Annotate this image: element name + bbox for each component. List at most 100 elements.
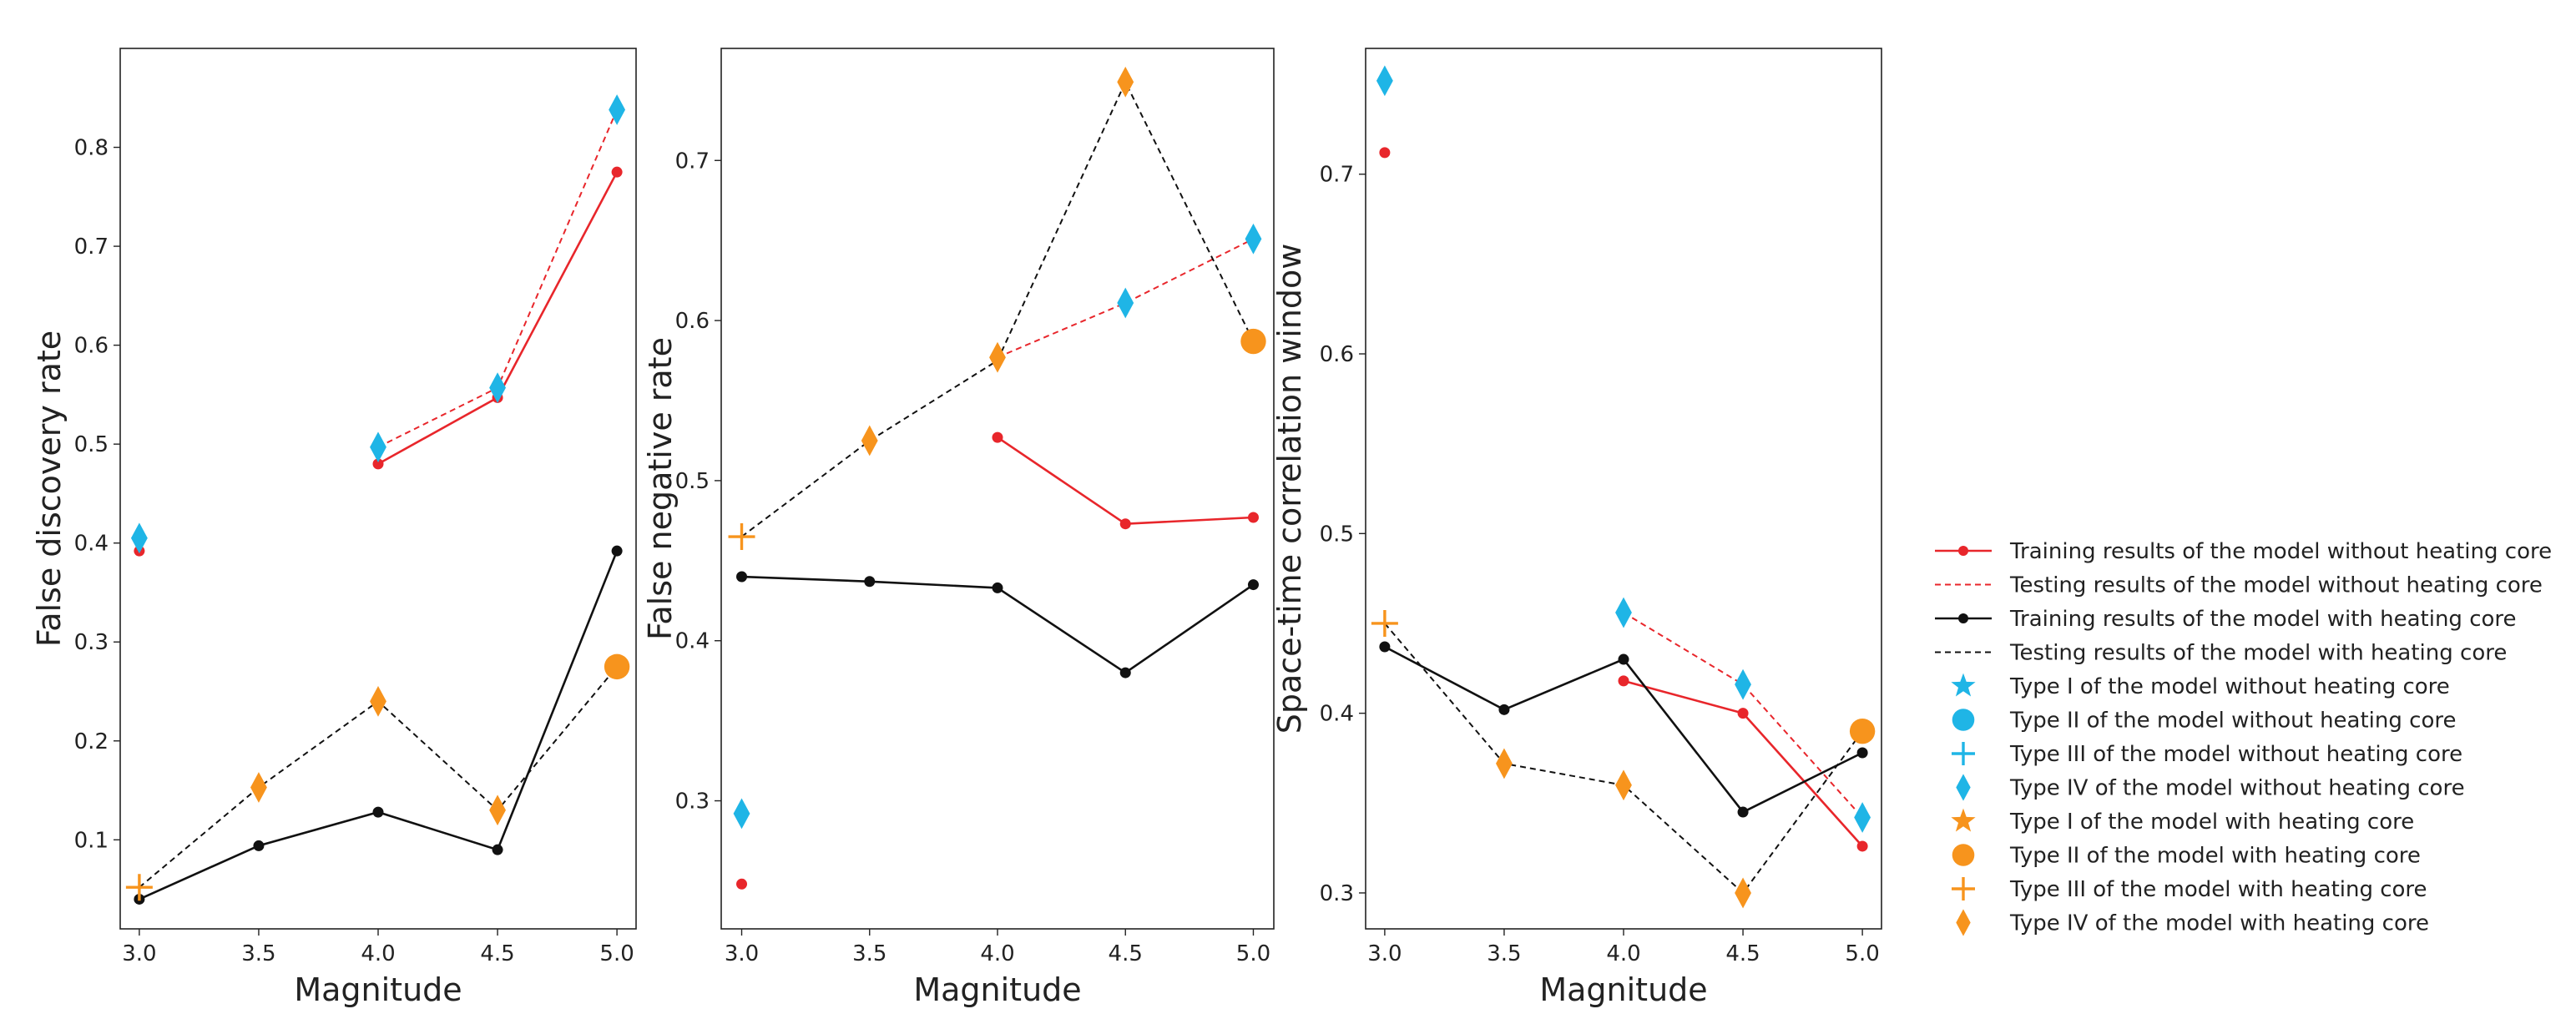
data-point: [492, 844, 503, 855]
y-tick-label: 0.7: [675, 149, 710, 174]
data-point: [1379, 147, 1391, 159]
legend-label: Type I of the model without heating core: [2009, 674, 2450, 699]
type-marker: [861, 425, 878, 457]
y-tick-label: 0.6: [1320, 342, 1354, 367]
series-3: [740, 79, 1255, 537]
series-0: [134, 166, 623, 557]
data-point: [611, 166, 623, 178]
type-marker: [1240, 328, 1266, 355]
legend-marker-swatch: [1956, 909, 1971, 936]
x-tick-label: 4.0: [361, 941, 395, 966]
x-axis-label: Magnitude: [294, 971, 462, 1008]
y-tick-label: 0.4: [1320, 702, 1354, 727]
series-line: [740, 79, 1255, 537]
data-point: [992, 582, 1003, 593]
data-point: [1247, 512, 1259, 523]
legend-entry: Testing results of the model without hea…: [1935, 573, 2543, 598]
data-point: [1379, 641, 1391, 653]
type-marker: [733, 798, 750, 830]
legend-dot-swatch: [1958, 613, 1968, 623]
x-axis-label: Magnitude: [1539, 971, 1707, 1008]
data-point: [253, 840, 265, 851]
legend-label: Type IV of the model without heating cor…: [2009, 776, 2465, 801]
legend-entry: Type IV of the model with heating core: [1956, 909, 2429, 936]
x-axis-label: Magnitude: [913, 971, 1081, 1008]
x-tick-label: 4.5: [1725, 941, 1760, 966]
y-tick-label: 0.6: [675, 309, 710, 334]
type-marker: [1376, 65, 1393, 97]
legend-entry: Type II of the model with heating core: [1952, 844, 2421, 869]
type-marker: [1496, 748, 1513, 779]
legend-entry: Type III of the model without heating co…: [1952, 742, 2462, 767]
y-tick-label: 0.4: [675, 629, 710, 654]
y-tick-label: 0.2: [74, 729, 109, 754]
data-point: [372, 458, 384, 470]
legend-entry: Training results of the model with heati…: [1935, 607, 2517, 632]
y-axis-label: False discovery rate: [31, 330, 68, 647]
x-tick-label: 3.5: [1487, 941, 1521, 966]
type-marker: [1735, 668, 1751, 700]
x-tick-label: 4.5: [480, 941, 514, 966]
type-marker: [1615, 597, 1632, 628]
type-marker: [370, 685, 386, 717]
panel-space-time-correlation-window: 3.0 3.5 4.0 4.5 5.0 0.3 0.4 0.5 0.6 0.7 Magnitude S…: [1271, 48, 1882, 1008]
series-2: [736, 571, 1259, 678]
legend-marker-swatch: [1952, 844, 1975, 866]
y-tick-label: 0.1: [74, 828, 109, 853]
series-line: [377, 171, 619, 466]
type-marker: [125, 874, 153, 901]
type-marker: [1117, 66, 1134, 98]
x-tick-label: 4.0: [980, 941, 1014, 966]
x-tick-label: 5.0: [1845, 941, 1879, 966]
data-point: [736, 571, 748, 583]
y-tick-label: 0.6: [74, 334, 109, 359]
type-marker: [370, 431, 386, 463]
data-point: [1737, 708, 1749, 719]
data-point: [1119, 667, 1131, 678]
data-point: [1856, 747, 1868, 759]
type-marker: [604, 653, 630, 680]
legend-label: Type III of the model without heating co…: [2009, 742, 2462, 767]
legend-entry: Type I of the model with heating core: [1951, 808, 2414, 835]
legend-entry: Type III of the model with heating core: [1952, 877, 2427, 902]
data-point: [1119, 518, 1131, 530]
series-line: [997, 238, 1254, 359]
type-marker: [609, 94, 626, 125]
data-point: [1856, 840, 1868, 852]
legend-dot-swatch: [1958, 546, 1968, 556]
legend-entry: Testing results of the model with heatin…: [1935, 641, 2507, 666]
x-tick-label: 5.0: [1236, 941, 1270, 966]
x-tick-label: 3.0: [1367, 941, 1402, 966]
legend-marker-swatch: [1951, 673, 1976, 697]
legend: Training results of the model without he…: [1935, 539, 2552, 936]
plot-frame: [720, 48, 1275, 930]
data-point: [1498, 704, 1510, 715]
series-0: [1379, 147, 1868, 852]
type-marker: [1245, 223, 1262, 255]
type-marker: [728, 523, 755, 551]
series-line: [139, 550, 619, 900]
legend-marker-swatch: [1951, 808, 1976, 832]
legend-label: Type II of the model with heating core: [2009, 844, 2421, 869]
series-line: [997, 436, 1254, 526]
data-point: [1618, 653, 1629, 665]
panel-false-negative-rate: 3.0 3.5 4.0 4.5 5.0 0.3 0.4 0.5 0.6 0.7 Magnitude F…: [642, 48, 1275, 1008]
x-tick-label: 5.0: [599, 941, 634, 966]
x-tick-label: 4.5: [1109, 941, 1143, 966]
legend-entry: Type II of the model without heating cor…: [1952, 709, 2456, 734]
type-marker: [130, 522, 148, 554]
data-point: [1247, 579, 1259, 591]
y-tick-label: 0.8: [74, 136, 109, 161]
series-2: [134, 545, 623, 905]
type-marker: [1849, 718, 1876, 744]
type-marker: [1371, 609, 1398, 637]
legend-label: Type I of the model with heating core: [2009, 810, 2414, 835]
data-point: [1737, 806, 1749, 818]
y-tick-label: 0.3: [74, 630, 109, 655]
legend-label: Type IV of the model with heating core: [2009, 911, 2429, 936]
legend-marker-swatch: [1952, 742, 1975, 765]
legend-entry: Type I of the model without heating core: [1951, 673, 2450, 699]
data-point: [372, 806, 384, 818]
data-point: [736, 878, 748, 890]
legend-label: Type III of the model with heating core: [2009, 877, 2427, 902]
